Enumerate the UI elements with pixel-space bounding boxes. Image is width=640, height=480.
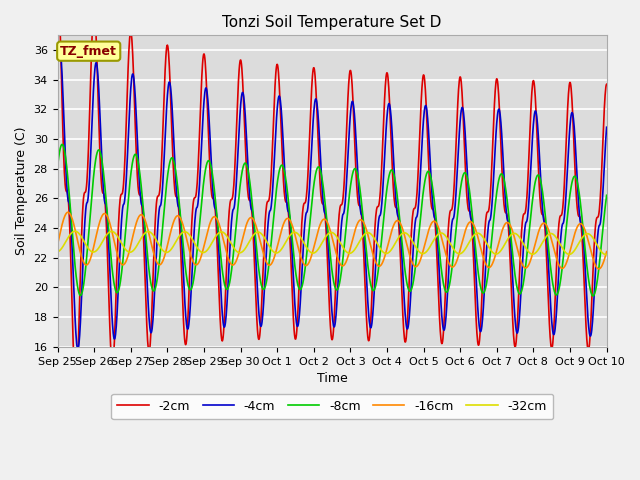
-2cm (603, 81, 611, 87)
Y-axis label: Soil Temperature (C): Soil Temperature (C) (15, 127, 28, 255)
-4cm (490, 173, 497, 179)
-32cm (418, 251, 426, 256)
-32cm (602, 252, 610, 257)
Line: -2cm: -2cm (58, 0, 607, 388)
-8cm (163, 180, 170, 186)
-32cm (237, 250, 245, 255)
-32cm (54, 249, 61, 255)
-2cm (237, 61, 245, 67)
-4cm (238, 92, 246, 97)
-2cm (490, 127, 497, 133)
-16cm (237, 240, 245, 246)
-2cm (72, 385, 80, 391)
-8cm (237, 173, 245, 179)
-2cm (538, 211, 545, 216)
Line: -4cm: -4cm (58, 47, 607, 349)
-16cm (54, 242, 61, 248)
-2cm (418, 91, 426, 97)
-8cm (418, 204, 426, 210)
-2cm (176, 230, 184, 236)
-16cm (490, 259, 497, 264)
-32cm (538, 241, 545, 247)
-8cm (490, 220, 497, 226)
X-axis label: Time: Time (317, 372, 348, 385)
-32cm (176, 232, 184, 238)
-32cm (71, 228, 79, 234)
-32cm (163, 250, 170, 255)
Legend: -2cm, -4cm, -8cm, -16cm, -32cm: -2cm, -4cm, -8cm, -16cm, -32cm (111, 394, 553, 419)
-8cm (54, 164, 61, 170)
-4cm (54, 61, 61, 67)
-16cm (64, 209, 72, 215)
-16cm (538, 222, 545, 228)
-4cm (538, 201, 546, 207)
-16cm (176, 215, 184, 220)
-16cm (418, 253, 426, 259)
-4cm (74, 346, 81, 352)
Line: -8cm: -8cm (58, 144, 607, 296)
-4cm (418, 142, 426, 147)
Line: -32cm: -32cm (58, 231, 607, 254)
-8cm (589, 293, 596, 299)
-16cm (595, 266, 603, 272)
-32cm (603, 252, 611, 257)
-4cm (56, 44, 63, 49)
-16cm (163, 246, 170, 252)
-8cm (603, 192, 611, 198)
-8cm (176, 209, 184, 215)
-32cm (490, 250, 497, 256)
-2cm (163, 45, 170, 50)
Line: -16cm: -16cm (58, 212, 607, 269)
-4cm (163, 98, 171, 104)
-8cm (538, 184, 545, 190)
-4cm (603, 124, 611, 130)
-16cm (603, 249, 611, 254)
Title: Tonzi Soil Temperature Set D: Tonzi Soil Temperature Set D (222, 15, 442, 30)
-8cm (58, 142, 66, 147)
Text: TZ_fmet: TZ_fmet (60, 45, 117, 58)
-4cm (177, 216, 184, 222)
